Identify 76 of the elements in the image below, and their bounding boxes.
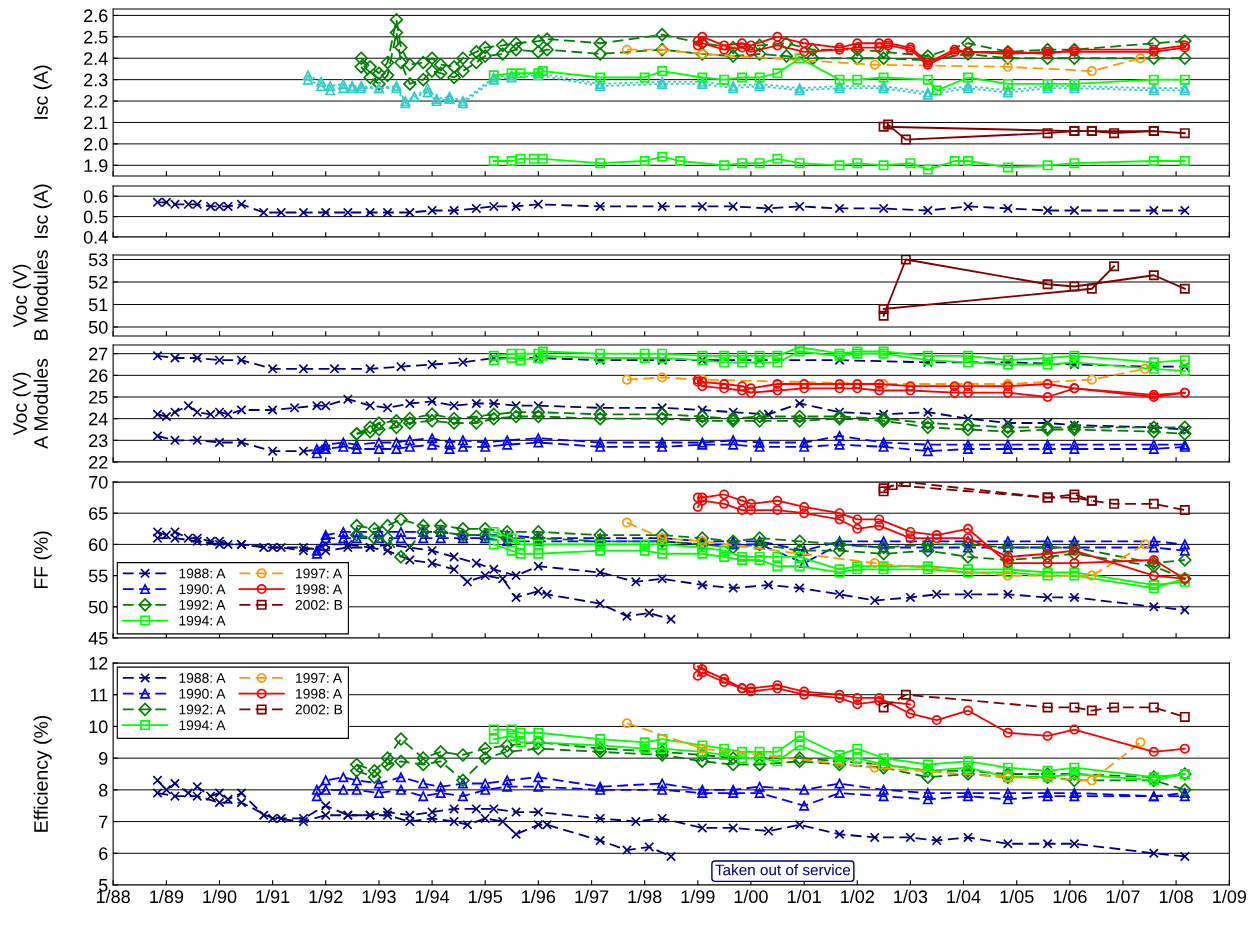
legend-label: 1988: A xyxy=(179,568,226,579)
y-tick-label: 22 xyxy=(89,455,108,469)
y-tick-label: 0.5 xyxy=(83,210,108,224)
x-tick-label: 1/08 xyxy=(1159,889,1193,904)
y-axis-title: Isc (A) xyxy=(33,65,52,119)
x-tick-label: 1/94 xyxy=(415,889,450,904)
y-tick-label: 2.3 xyxy=(84,73,108,87)
y-tick-label: 24 xyxy=(89,412,108,426)
legend-label: 1998: A xyxy=(296,584,343,595)
y-tick-label: 51 xyxy=(88,298,108,312)
x-tick-label: 1/97 xyxy=(575,889,609,904)
legend-label: 1997: A xyxy=(296,673,343,683)
legend-label: 1998: A xyxy=(296,688,343,699)
x-tick-label: 1/00 xyxy=(734,889,768,904)
legend-label: 1990: A xyxy=(179,688,226,699)
x-tick-label: 1/96 xyxy=(522,889,556,904)
x-tick-label: 1/05 xyxy=(1000,889,1034,904)
x-tick-label: 1/91 xyxy=(256,889,290,904)
legend-label: 1997: A xyxy=(296,568,343,579)
legend-label: 1994: A xyxy=(179,615,226,626)
y-tick-label: 10 xyxy=(89,720,108,734)
y-tick-label: 6 xyxy=(99,847,108,861)
legend-label: 1992: A xyxy=(179,599,226,610)
x-tick-label: 1/98 xyxy=(628,889,662,904)
y-tick-label: 2.5 xyxy=(84,30,108,44)
legend-label: 1990: A xyxy=(179,584,226,595)
y-tick-label: 25 xyxy=(89,390,108,404)
y-tick-label: 55 xyxy=(88,569,108,583)
y-tick-label: 70 xyxy=(89,475,108,489)
x-tick-label: 1/09 xyxy=(1213,889,1247,904)
legend-label: 1994: A xyxy=(179,720,226,731)
x-tick-label: 1/89 xyxy=(150,889,184,904)
y-tick-label: 50 xyxy=(88,600,108,614)
y-tick-label: 7 xyxy=(99,815,108,829)
y-tick-label: 27 xyxy=(89,347,108,361)
x-tick-label: 1/01 xyxy=(787,889,821,904)
y-axis-title: FF (%) xyxy=(33,531,52,589)
y-tick-label: 45 xyxy=(88,632,108,645)
y-tick-label: 0.4 xyxy=(83,230,108,244)
y-tick-label: 26 xyxy=(89,369,108,383)
y-tick-label: 2.2 xyxy=(84,95,108,108)
y-tick-label: 52 xyxy=(88,275,108,289)
y-tick-label: 9 xyxy=(99,752,108,765)
x-tick-label: 1/99 xyxy=(681,889,715,904)
x-tick-label: 1/02 xyxy=(841,889,874,904)
y-tick-label: 65 xyxy=(89,507,108,520)
x-tick-label: 1/92 xyxy=(309,889,343,904)
y-axis-title: Voc (V) A Modules xyxy=(12,358,48,449)
y-tick-label: 11 xyxy=(90,688,108,702)
legend-label: 2002: B xyxy=(295,599,343,610)
y-tick-label: 1.9 xyxy=(84,159,108,173)
y-tick-label: 60 xyxy=(89,538,108,552)
legend-label: 1992: A xyxy=(179,704,226,715)
legend-label: 2002: B xyxy=(295,704,343,715)
y-tick-label: 50 xyxy=(88,320,108,334)
y-tick-label: 0.6 xyxy=(83,190,108,203)
y-tick-label: 2.6 xyxy=(84,9,108,23)
y-tick-label: 2.1 xyxy=(84,116,108,130)
y-axis-title: Voc (V) B Modules xyxy=(12,250,48,340)
x-tick-label: 1/93 xyxy=(362,889,396,904)
y-axis-title: Isc (A) xyxy=(33,184,52,238)
annotation: Taken out of service xyxy=(715,864,851,876)
legend-label: 1988: A xyxy=(179,673,226,683)
x-tick-label: 1/07 xyxy=(1106,889,1140,904)
x-tick-label: 1/06 xyxy=(1053,889,1087,904)
y-tick-label: 8 xyxy=(99,783,108,797)
y-tick-label: 53 xyxy=(88,253,108,267)
x-tick-label: 1/03 xyxy=(894,889,928,904)
y-tick-label: 12 xyxy=(89,656,108,670)
y-axis-title: Efficiency (%) xyxy=(33,715,52,832)
y-tick-label: 2.0 xyxy=(84,137,108,151)
y-tick-label: 2.4 xyxy=(84,52,108,65)
y-tick-label: 23 xyxy=(89,434,108,448)
x-tick-label: 1/04 xyxy=(947,889,981,904)
x-tick-label: 1/95 xyxy=(469,889,503,904)
x-tick-label: 1/90 xyxy=(203,889,237,904)
